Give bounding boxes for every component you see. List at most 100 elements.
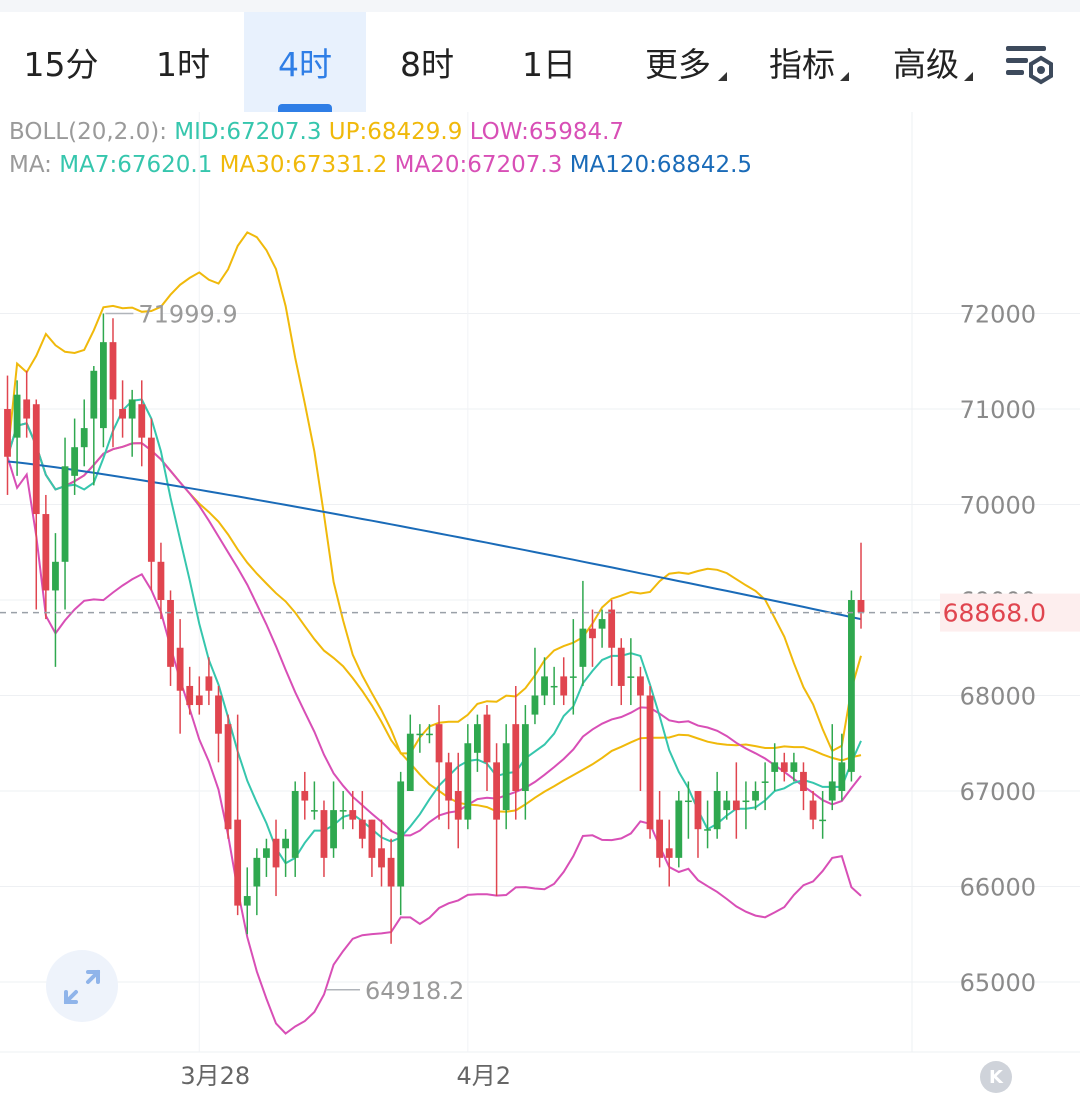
interval-tabs: 15分 1时 4时 8时 1日 更多 指标 高级 [0, 12, 1080, 112]
candle-body [167, 600, 174, 667]
candle-body [416, 733, 424, 736]
candle-body [378, 848, 385, 868]
boll-upper-line [6, 231, 862, 755]
candle-body [406, 733, 414, 791]
candle-body [90, 370, 98, 419]
y-tick-label: 68000 [960, 683, 1036, 711]
candle-body [732, 800, 740, 811]
candle-body [579, 628, 587, 667]
candle-body [138, 404, 146, 438]
candle-body [426, 733, 433, 736]
candle-body [4, 409, 11, 457]
candle-body [186, 685, 194, 706]
high-marker-label: 71999.9 [138, 301, 237, 329]
ma-label: MA: [9, 152, 52, 178]
candle-body [147, 437, 155, 562]
candle-body [742, 800, 750, 803]
y-tick-label: 67000 [960, 778, 1036, 806]
candle-body [684, 800, 692, 803]
candle-body [541, 676, 548, 696]
candle-body [521, 724, 529, 791]
candle-body [531, 695, 539, 715]
candle-body [809, 800, 817, 820]
ma120-line [7, 460, 862, 621]
candle-body [128, 399, 136, 419]
k-logo-text: K [989, 1066, 1003, 1088]
candle-body [397, 781, 405, 887]
tab-8h[interactable]: 8时 [366, 12, 488, 112]
candle-body [23, 399, 31, 419]
candle-body [598, 619, 606, 629]
candle-body [263, 848, 270, 858]
expand-icon [64, 970, 100, 1004]
candle-body [694, 791, 702, 830]
price-axis: 65000 66000 67000 68000 69000 70000 71000 72000… [0, 301, 1080, 1090]
tab-more[interactable]: 更多 [620, 12, 736, 112]
tab-advanced[interactable]: 高级 [868, 12, 984, 112]
ma20-line [6, 422, 862, 837]
candle-body [435, 724, 443, 763]
candles [4, 313, 865, 944]
candle-body [474, 724, 481, 753]
candle-body [752, 791, 759, 801]
tab-label: 8时 [400, 45, 454, 84]
candle-body [800, 771, 807, 791]
ma7-value: MA7:67620.1 [59, 152, 213, 178]
boll-lower-line [6, 456, 862, 1035]
candle-body [32, 404, 40, 515]
tab-indicators[interactable]: 指标 [744, 12, 860, 112]
tab-label: 高级 [893, 45, 959, 84]
y-tick-label: 72000 [960, 301, 1036, 329]
tab-label: 更多 [645, 45, 711, 84]
price-tag-bg [940, 593, 1080, 632]
candle-body [483, 714, 491, 763]
ma120-value: MA120:68842.5 [569, 152, 753, 178]
candle-body [109, 342, 117, 400]
tab-1d[interactable]: 1日 [488, 12, 610, 112]
candle-body [704, 829, 711, 831]
tab-label: 15分 [23, 45, 99, 84]
candle-body [291, 791, 299, 858]
candle-body [61, 466, 69, 562]
candle-body [253, 857, 261, 887]
candle-body [761, 781, 769, 783]
candle-body [502, 743, 510, 811]
y-tick-label: 69000 [960, 587, 1036, 615]
last-price-label: 68868.0 [943, 599, 1046, 628]
ma30-value: MA30:67331.2 [219, 152, 388, 178]
candle-body [310, 810, 318, 812]
chart-settings-icon[interactable] [1004, 44, 1056, 88]
ma7-line [6, 398, 862, 865]
candle-body [790, 762, 798, 772]
candle-body [80, 428, 88, 448]
candle-body [454, 791, 462, 820]
y-tick-label: 71000 [960, 396, 1036, 424]
candle-body [320, 810, 328, 858]
candle-body [713, 791, 721, 830]
extreme-markers: 71999.9 64918.2 [105, 301, 464, 1005]
tab-label: 1时 [156, 45, 210, 84]
candle-body [627, 676, 635, 678]
y-tick-label: 66000 [960, 874, 1036, 902]
candle-body [205, 676, 213, 691]
candle-body [215, 695, 222, 734]
candle-body [71, 447, 79, 476]
tab-1h[interactable]: 1时 [122, 12, 244, 112]
candle-body [243, 896, 251, 906]
candle-body [780, 762, 788, 772]
dropdown-triangle-icon [964, 72, 973, 81]
candle-body [234, 819, 242, 906]
candle-body [52, 561, 59, 591]
candle-body [828, 781, 836, 801]
tab-15m[interactable]: 15分 [0, 12, 122, 112]
candle-body [771, 762, 779, 772]
candle-body [330, 810, 337, 849]
candle-body [272, 838, 280, 868]
candle-body [637, 676, 644, 696]
ma-legend: MA: MA7:67620.1 MA30:67331.2 MA20:67207.… [9, 152, 752, 178]
candle-body [42, 514, 50, 591]
y-tick-label: 70000 [960, 492, 1036, 520]
expand-button[interactable] [46, 950, 118, 1022]
tab-4h[interactable]: 4时 [244, 12, 366, 112]
candle-body [339, 810, 347, 812]
